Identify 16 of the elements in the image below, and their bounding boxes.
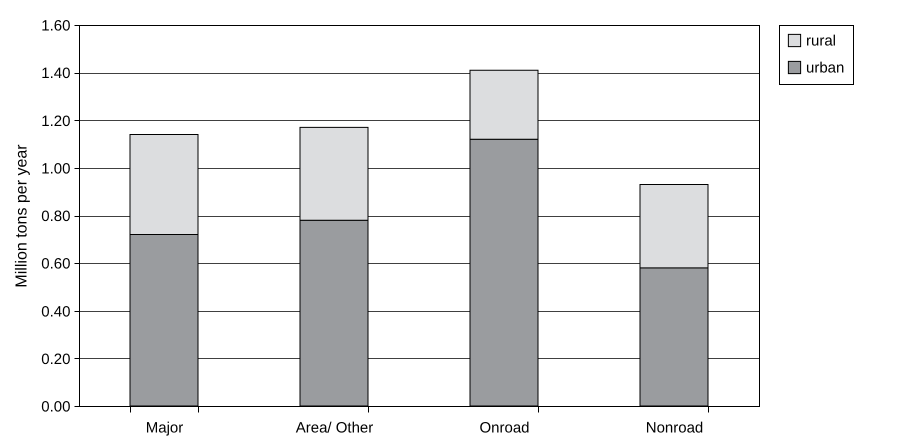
- y-tick-label: 1.60: [41, 18, 70, 34]
- x-tick-label: Onroad: [479, 420, 530, 436]
- legend-label: urban: [806, 60, 844, 76]
- x-tick-label: Major: [146, 420, 184, 436]
- y-tick-label: 1.20: [41, 112, 70, 130]
- legend-label: rural: [806, 32, 836, 50]
- y-tick-label: 0.60: [41, 256, 70, 273]
- y-tick-label: 0.20: [41, 350, 70, 368]
- y-tick-label: 0.40: [41, 303, 70, 320]
- y-tick-label: 1.40: [41, 65, 70, 82]
- y-tick-label: 0.00: [41, 398, 70, 416]
- y-tick-label: 0.80: [41, 208, 70, 225]
- x-tick-label: Nonroad: [646, 420, 704, 436]
- y-axis-title: Million tons per year: [13, 144, 30, 288]
- x-tick-label: Area/ Other: [296, 420, 374, 436]
- y-tick-label: 1.00: [41, 160, 70, 178]
